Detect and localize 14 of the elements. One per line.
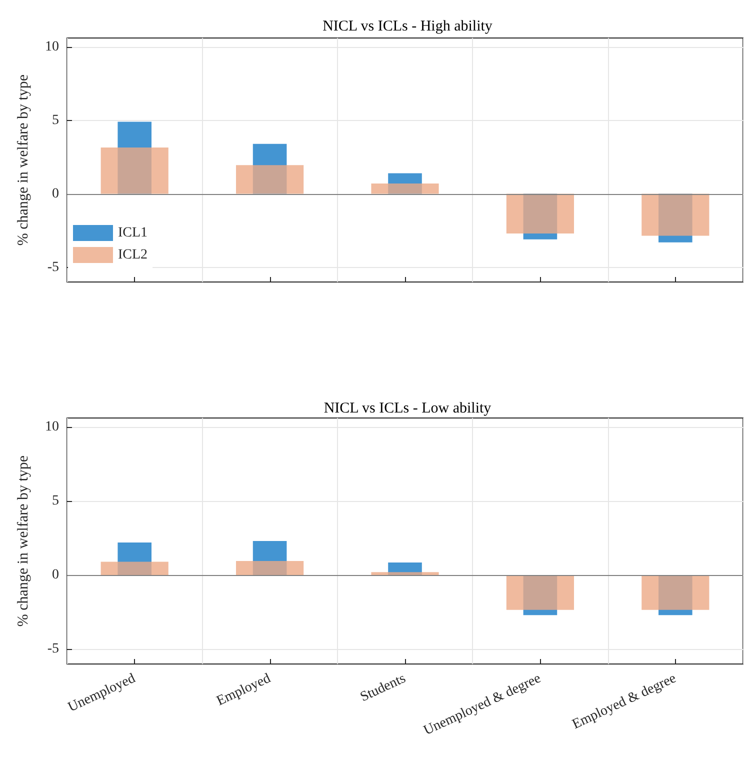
y-tick-label: 5 [52, 112, 59, 128]
y-tick-label: -5 [47, 260, 59, 275]
y-tick-label: 0 [52, 186, 59, 202]
y-tick-label: 10 [45, 419, 59, 434]
y-tick-label: -5 [47, 642, 59, 657]
legend-label: ICL2 [118, 248, 148, 262]
y-axis-title: % change in welfare by type [16, 74, 32, 246]
y-tick-label: 5 [52, 493, 59, 508]
y-axis-title: % change in welfare by type [16, 455, 32, 627]
y-tick-label: 10 [45, 39, 59, 54]
legend-label: ICL1 [118, 226, 148, 240]
chart-title: NICL vs ICLs - Low ability [324, 400, 492, 416]
chart-title: NICL vs ICLs - High ability [322, 18, 493, 34]
y-tick-label: 0 [52, 568, 59, 583]
